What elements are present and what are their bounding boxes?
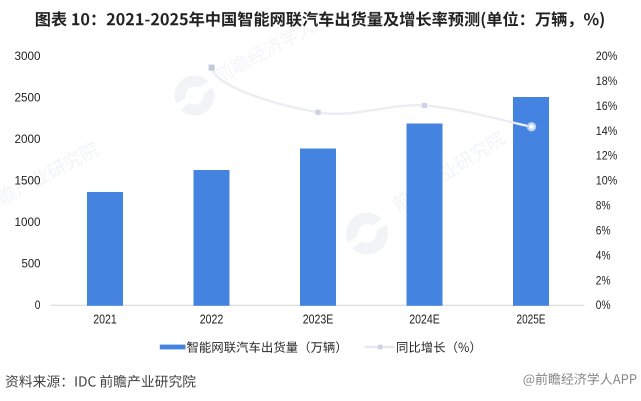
svg-text:8%: 8% xyxy=(596,199,611,213)
svg-text:500: 500 xyxy=(22,257,41,271)
svg-text:2000: 2000 xyxy=(15,132,41,146)
svg-text:0%: 0% xyxy=(596,298,611,312)
svg-text:2021: 2021 xyxy=(93,313,117,327)
svg-text:2023E: 2023E xyxy=(303,313,334,327)
svg-text:10%: 10% xyxy=(596,174,618,188)
svg-text:2500: 2500 xyxy=(15,91,41,105)
svg-text:0: 0 xyxy=(35,298,41,312)
svg-text:6%: 6% xyxy=(596,224,611,238)
svg-text:2022: 2022 xyxy=(200,313,224,327)
svg-text:1500: 1500 xyxy=(15,174,41,188)
svg-text:20%: 20% xyxy=(596,49,618,63)
svg-text:16%: 16% xyxy=(596,99,618,113)
svg-text:3000: 3000 xyxy=(15,49,41,63)
svg-text:4%: 4% xyxy=(596,248,611,262)
svg-text:18%: 18% xyxy=(596,74,618,88)
svg-text:2025E: 2025E xyxy=(517,313,546,327)
svg-text:12%: 12% xyxy=(596,149,618,163)
svg-text:1000: 1000 xyxy=(15,215,41,229)
svg-text:14%: 14% xyxy=(596,124,618,138)
svg-text:2024E: 2024E xyxy=(409,313,440,327)
svg-text:2%: 2% xyxy=(596,273,611,287)
